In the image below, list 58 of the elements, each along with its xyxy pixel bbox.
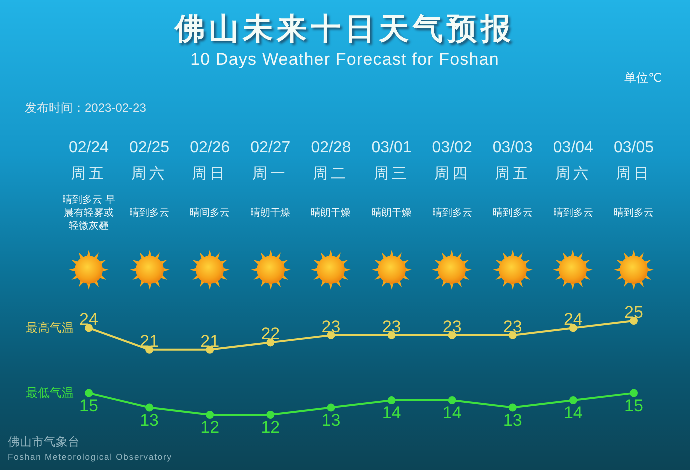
point (206, 411, 214, 419)
data-label: 14 (382, 404, 402, 423)
data-label: 13 (322, 410, 341, 430)
text: 晴朗干燥 (250, 206, 291, 220)
data-label: 13 (503, 410, 522, 430)
data-label: 24 (564, 310, 583, 330)
point (85, 389, 93, 398)
data-label: 12 (261, 418, 280, 438)
text: 晴到多云 (492, 206, 533, 220)
text: 晴到多云 早晨有轻雾或轻微灰霾 (62, 194, 116, 232)
x-tick-label: 02/25 周六 (130, 140, 170, 182)
point (146, 404, 154, 412)
text: 发布时间：2023-02-23 (25, 101, 146, 115)
data-label: 23 (322, 317, 341, 336)
point (508, 404, 517, 412)
data-label: 21 (200, 332, 220, 351)
text: 晴朗干燥 (311, 206, 352, 220)
point (448, 396, 456, 405)
data-label: 23 (503, 317, 522, 336)
point (327, 404, 336, 412)
data-label: 21 (140, 332, 160, 351)
data-label: 22 (261, 324, 280, 344)
text: 晴到多云 (614, 206, 654, 220)
x-tick-label: 02/26 周日 (190, 140, 230, 182)
data-label: 23 (442, 317, 462, 336)
x-tick-label: 02/27 周一 (250, 140, 291, 182)
chart-subtitle: 10 Days Weather Forecast for Foshan (190, 50, 500, 69)
x-tick-label: 03/01 周三 (372, 140, 412, 182)
point (630, 389, 638, 398)
text: 佛山市气象台 (8, 435, 80, 449)
x-tick-label: 03/02 周四 (432, 140, 472, 182)
text: 晴朗干燥 (372, 206, 412, 220)
x-tick-label: 03/03 周五 (492, 140, 534, 182)
text: 晴到多云 (130, 206, 170, 220)
series-label: 最低气温 (26, 386, 74, 400)
text: Foshan Meteorological Observatory (8, 452, 172, 462)
data-label: 14 (442, 404, 462, 423)
x-tick-label: 02/28 周二 (311, 140, 352, 182)
point (266, 411, 275, 419)
data-label: 15 (80, 396, 98, 416)
text: 晴间多云 (190, 206, 230, 220)
data-label: 24 (80, 310, 98, 330)
data-label: 25 (624, 303, 644, 322)
text: 晴到多云 (432, 206, 472, 220)
y-axis-title: 单位℃ (624, 71, 662, 85)
data-label: 15 (624, 396, 644, 416)
text: 晴到多云 (553, 206, 594, 220)
x-tick-label: 02/24 周五 (68, 140, 110, 182)
chart-title: 佛山未来十日天气预报 (175, 13, 515, 46)
data-label: 14 (564, 404, 583, 423)
series-label: 最高气温 (26, 321, 74, 336)
x-tick-label: 03/04 周六 (553, 140, 594, 182)
data-label: 23 (382, 317, 402, 336)
x-tick-label: 03/05 周日 (614, 140, 654, 182)
data-label: 13 (140, 410, 160, 430)
point (569, 396, 578, 405)
point (388, 396, 396, 405)
data-label: 12 (200, 418, 220, 438)
